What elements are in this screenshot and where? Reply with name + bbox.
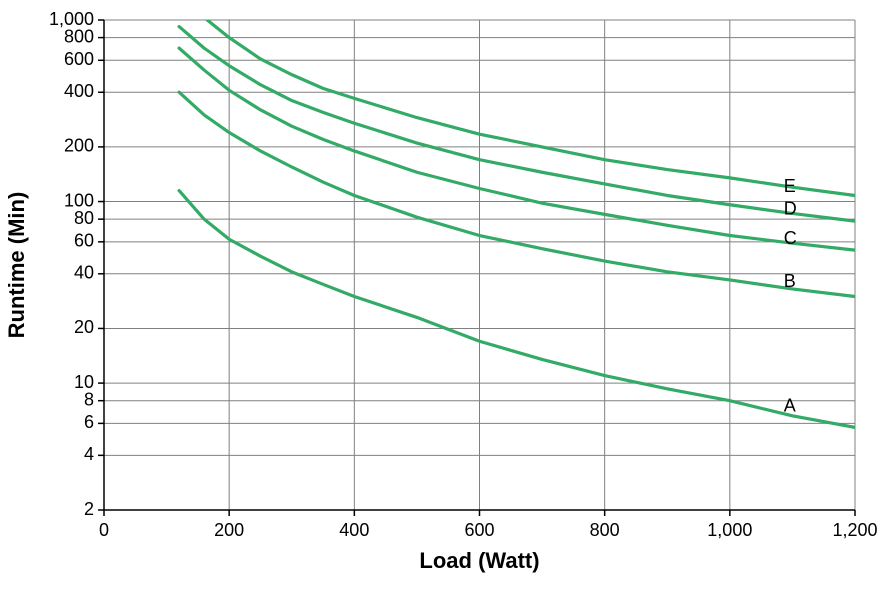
y-tick-label: 20 — [74, 317, 94, 337]
x-tick-label: 1,000 — [707, 520, 752, 540]
x-tick-label: 200 — [214, 520, 244, 540]
y-tick-label: 2 — [84, 499, 94, 519]
x-tick-label: 800 — [590, 520, 620, 540]
series-label-E: E — [784, 176, 796, 196]
y-axis-label: Runtime (Min) — [4, 192, 29, 339]
x-axis-label: Load (Watt) — [419, 548, 539, 573]
series-label-D: D — [784, 199, 797, 219]
chart-background — [0, 0, 881, 602]
y-tick-label: 6 — [84, 412, 94, 432]
x-tick-label: 400 — [339, 520, 369, 540]
x-tick-label: 0 — [99, 520, 109, 540]
y-tick-label: 100 — [64, 190, 94, 210]
y-tick-label: 1,000 — [49, 9, 94, 29]
series-label-A: A — [784, 396, 796, 416]
series-label-C: C — [784, 228, 797, 248]
y-tick-label: 800 — [64, 26, 94, 46]
runtime-load-chart: 246810204060801002004006008001,000020040… — [0, 0, 881, 602]
y-tick-label: 8 — [84, 389, 94, 409]
x-tick-label: 1,200 — [832, 520, 877, 540]
y-tick-label: 80 — [74, 208, 94, 228]
y-tick-label: 400 — [64, 81, 94, 101]
y-tick-label: 40 — [74, 263, 94, 283]
series-label-B: B — [784, 271, 796, 291]
y-tick-label: 600 — [64, 49, 94, 69]
y-tick-label: 4 — [84, 444, 94, 464]
chart-svg: 246810204060801002004006008001,000020040… — [0, 0, 881, 602]
y-tick-label: 200 — [64, 136, 94, 156]
y-tick-label: 60 — [74, 231, 94, 251]
y-tick-label: 10 — [74, 372, 94, 392]
x-tick-label: 600 — [464, 520, 494, 540]
